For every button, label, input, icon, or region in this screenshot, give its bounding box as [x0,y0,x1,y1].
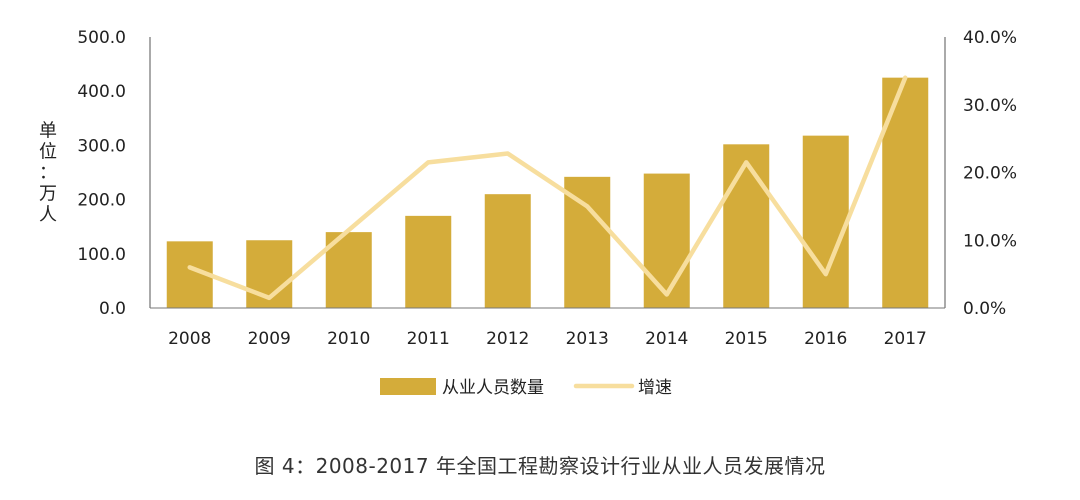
left-tick-label: 0.0 [99,299,126,319]
left-y-axis: 0.0 100.0 200.0 300.0 400.0 500.0 [77,28,151,319]
legend-bar-swatch [380,378,436,395]
right-tick-label: 30.0% [963,96,1017,116]
bar-2012 [484,194,531,308]
left-tick-label: 500.0 [77,28,126,48]
x-tick-label: 2015 [725,329,768,349]
x-tick-label: 2017 [884,329,927,349]
left-tick-label: 200.0 [77,191,126,211]
x-tick-label: 2009 [248,329,291,349]
bar-2011 [405,215,452,308]
line-series [187,75,908,301]
right-tick-label: 10.0% [963,231,1017,251]
left-tick-label: 400.0 [77,82,126,102]
x-tick-label: 2010 [327,329,370,349]
right-tick-label: 40.0% [963,28,1017,48]
right-tick-label: 0.0% [963,299,1006,319]
bar-2016 [802,135,849,308]
x-tick-label: 2011 [407,329,450,349]
right-y-axis: 0.0% 10.0% 20.0% 30.0% 40.0% [944,28,1017,319]
x-tick-label: 2016 [804,329,847,349]
y-axis-title: 单位：万人 [39,121,57,226]
bar-series [166,77,929,309]
legend-bar-label: 从业人员数量 [442,378,544,398]
x-tick-label: 2014 [645,329,688,349]
x-axis: 2008 2009 2010 2011 2012 2013 2014 2015 2016 2017 [150,307,945,349]
figure-caption: 图 4：2008-2017 年全国工程勘察设计行业从业人员发展情况 [254,454,826,478]
legend-line-label: 增速 [638,378,672,398]
right-tick-label: 20.0% [963,164,1017,184]
bar-2014 [643,173,690,308]
x-tick-label: 2012 [486,329,529,349]
growth-line [187,75,908,301]
y-axis-label: 单位：万人 [39,121,57,226]
bar-2015 [723,144,770,308]
left-tick-label: 300.0 [77,136,126,156]
x-tick-label: 2013 [566,329,609,349]
left-tick-label: 100.0 [77,245,126,265]
legend: 从业人员数量 增速 [380,378,672,398]
x-tick-label: 2008 [168,329,211,349]
